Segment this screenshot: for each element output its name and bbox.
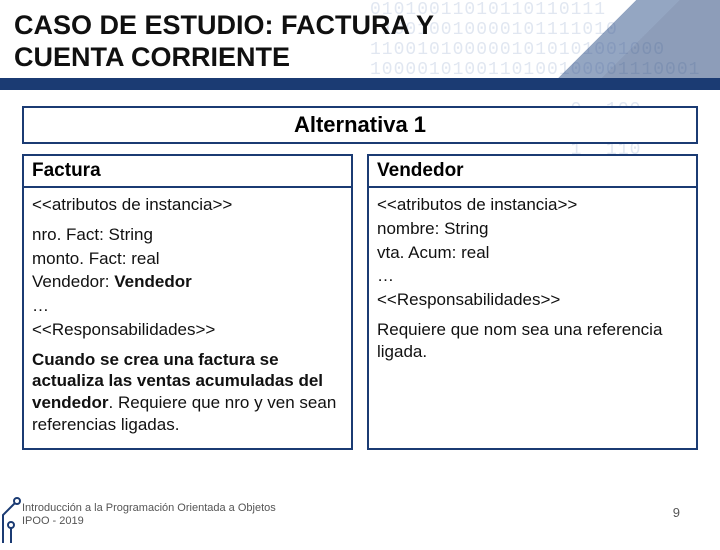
resp-text: Cuando se crea una factura se actualiza … [32,349,343,436]
dots: … [377,265,688,287]
attr-line: nombre: String [377,218,688,240]
header-decoration [520,0,720,90]
page-number: 9 [673,505,680,520]
attr-line: nro. Fact: String [32,224,343,246]
class-box-factura: Factura <<atributos de instancia>> nro. … [22,154,353,450]
slide-header: CASO DE ESTUDIO: FACTURA Y CUENTA CORRIE… [0,0,720,90]
slide-footer: Introducción a la Programación Orientada… [22,502,276,528]
class-body-vendedor: <<atributos de instancia>> nombre: Strin… [369,188,696,374]
resp-heading: <<Responsabilidades>> [377,289,688,311]
attr-line: vta. Acum: real [377,242,688,264]
class-title-factura: Factura [24,156,351,188]
dots: … [32,295,343,317]
class-body-factura: <<atributos de instancia>> nro. Fact: St… [24,188,351,448]
title-line-1: CASO DE ESTUDIO: FACTURA Y [14,10,434,40]
attr-vendedor-prefix: Vendedor: [32,272,114,291]
title-line-2: CUENTA CORRIENTE [14,42,290,72]
class-boxes-row: Factura <<atributos de instancia>> nro. … [22,154,698,450]
attr-line: monto. Fact: real [32,248,343,270]
resp-text: Requiere que nom sea una referencia liga… [377,319,688,363]
class-box-vendedor: Vendedor <<atributos de instancia>> nomb… [367,154,698,450]
attr-line: Vendedor: Vendedor [32,271,343,293]
attrs-heading: <<atributos de instancia>> [377,194,688,216]
attrs-heading: <<atributos de instancia>> [32,194,343,216]
header-underline [0,78,720,90]
class-title-vendedor: Vendedor [369,156,696,188]
alternative-heading: Alternativa 1 [22,106,698,144]
footer-line-1: Introducción a la Programación Orientada… [22,502,276,514]
footer-line-2: IPOO - 2019 [22,515,84,527]
attr-vendedor-bold: Vendedor [114,272,191,291]
resp-heading: <<Responsabilidades>> [32,319,343,341]
